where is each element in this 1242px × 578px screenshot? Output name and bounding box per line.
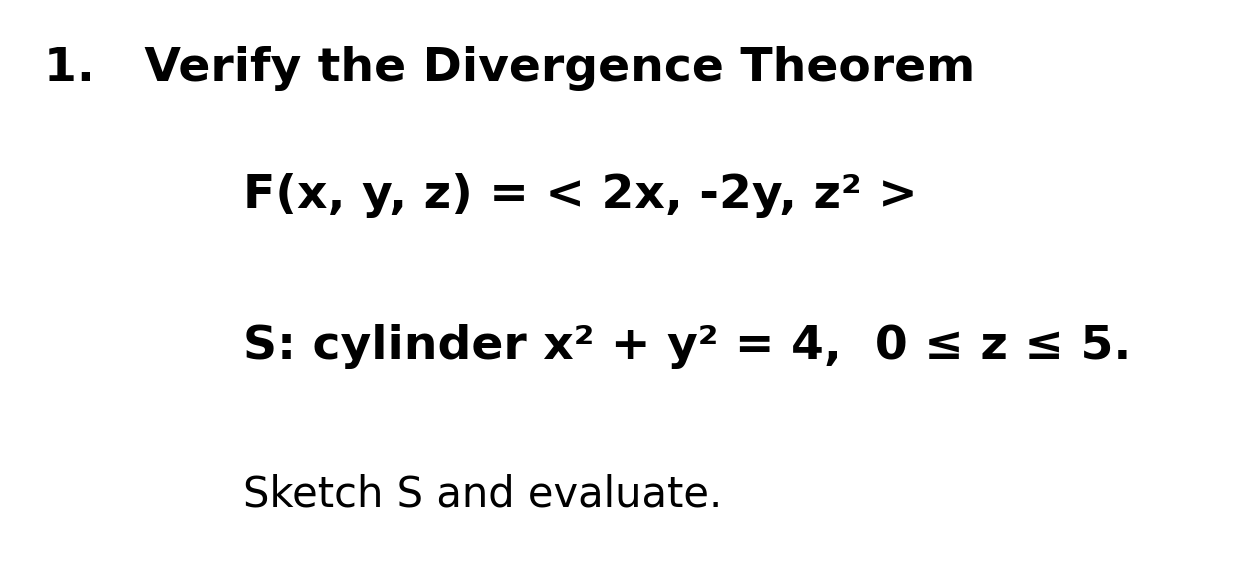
Text: F(x, y, z) = < 2x, -2y, z² >: F(x, y, z) = < 2x, -2y, z² > [243, 173, 918, 218]
Text: 1.   Verify the Divergence Theorem: 1. Verify the Divergence Theorem [45, 46, 975, 91]
Text: Sketch S and evaluate.: Sketch S and evaluate. [243, 474, 722, 516]
Text: S: cylinder x² + y² = 4,  0 ≤ z ≤ 5.: S: cylinder x² + y² = 4, 0 ≤ z ≤ 5. [243, 324, 1131, 369]
